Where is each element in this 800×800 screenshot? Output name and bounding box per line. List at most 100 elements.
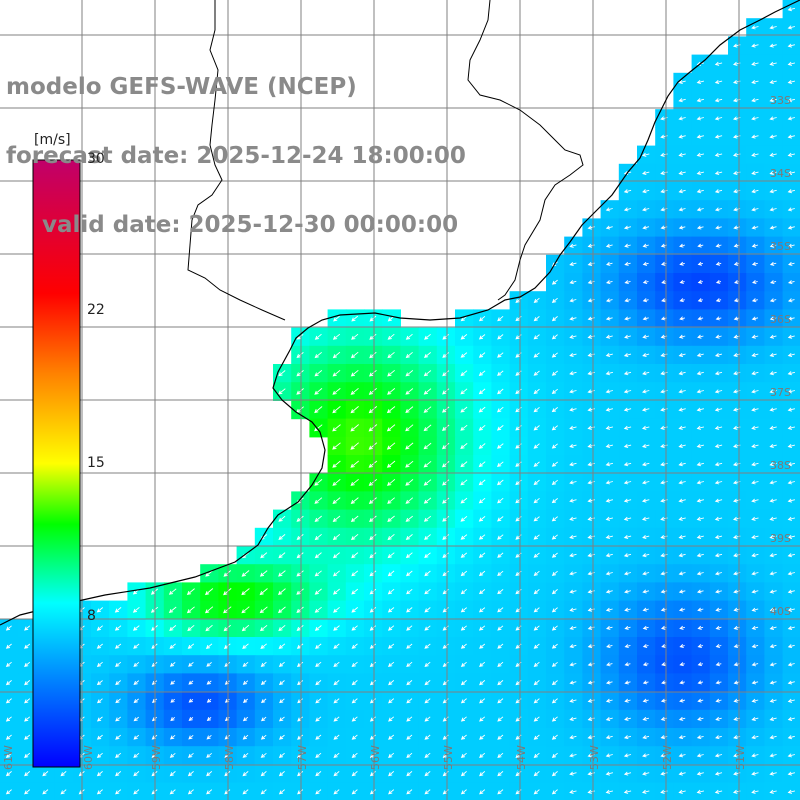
wind-arrow: [679, 625, 686, 630]
wind-arrow: [460, 716, 467, 722]
wind-arrow: [460, 534, 468, 540]
wind-arrow: [751, 225, 759, 230]
wind-arrow: [497, 534, 504, 540]
wind-arrow: [187, 789, 194, 795]
wind-arrow: [605, 243, 613, 248]
wind-arrow: [442, 352, 450, 358]
wind-arrow: [697, 662, 704, 667]
wind-arrow: [242, 789, 249, 795]
wind-arrow: [769, 644, 777, 649]
wind-arrow: [478, 570, 486, 577]
wind-arrow: [533, 443, 540, 449]
wind-arrow: [278, 570, 286, 577]
wind-arrow: [787, 753, 796, 758]
wind-arrow: [714, 152, 723, 157]
wind-arrow: [406, 789, 413, 795]
wind-arrow: [368, 387, 377, 395]
wind-arrow: [460, 352, 468, 358]
wind-arrow: [751, 753, 759, 758]
wind-arrow: [714, 789, 723, 794]
wind-arrow: [551, 643, 558, 649]
wind-arrow: [678, 170, 686, 176]
wind-arrow: [642, 662, 649, 667]
wind-arrow: [350, 351, 359, 359]
wind-arrow: [478, 370, 486, 377]
wind-arrow: [133, 661, 140, 667]
wind-arrow: [368, 369, 377, 377]
wind-arrow: [587, 735, 595, 740]
wind-arrow: [314, 588, 322, 595]
wind-arrow: [569, 680, 577, 685]
wind-arrow: [206, 752, 212, 758]
wind-arrow: [24, 734, 31, 740]
wind-arrow: [787, 534, 796, 540]
wind-arrow: [769, 480, 777, 485]
wind-arrow: [478, 625, 486, 631]
wind-arrow: [405, 570, 413, 577]
wind-arrow: [260, 552, 268, 559]
wind-arrow: [241, 624, 250, 632]
wind-arrow: [206, 680, 212, 685]
wind-arrow: [715, 298, 722, 303]
wind-arrow: [605, 571, 613, 576]
wind-arrow: [751, 425, 759, 430]
wind-arrow: [405, 333, 413, 340]
wind-arrow: [278, 716, 285, 722]
wind-arrow: [551, 498, 558, 504]
wind-arrow: [442, 716, 449, 722]
wind-arrow: [277, 606, 286, 614]
colorbar-tick-8: 8: [87, 608, 96, 624]
longitude-label: 57W: [296, 745, 309, 770]
wind-arrow: [623, 189, 632, 194]
wind-arrow: [714, 134, 723, 139]
wind-arrow: [188, 662, 194, 667]
wind-arrow: [296, 661, 304, 667]
wind-arrow: [296, 570, 304, 577]
wind-arrow: [260, 789, 267, 795]
wind-arrow: [96, 734, 103, 740]
wind-arrow: [460, 424, 468, 431]
wind-arrow: [678, 207, 686, 212]
wind-arrow: [551, 716, 558, 722]
wind-arrow: [642, 534, 650, 540]
wind-arrow: [551, 534, 558, 540]
wind-arrow: [769, 334, 777, 339]
colorbar-tick-22: 22: [87, 302, 105, 318]
wind-arrow: [751, 61, 759, 66]
wind-arrow: [351, 698, 358, 704]
latitude-labels: 33S 34S 35S 36S 37S 38S 39S 40S: [770, 94, 791, 618]
wind-arrow: [551, 570, 558, 577]
wind-arrow: [679, 698, 686, 703]
wind-arrow: [332, 442, 341, 450]
wind-arrow: [242, 734, 249, 740]
wind-arrow: [405, 552, 413, 559]
wind-arrow: [533, 497, 540, 504]
wind-arrow: [714, 498, 723, 503]
wind-arrow: [296, 643, 304, 649]
wind-arrow: [497, 388, 504, 395]
wind-arrow: [696, 534, 704, 540]
wind-arrow: [679, 279, 685, 284]
wind-arrow: [260, 771, 267, 777]
wind-arrow: [787, 152, 796, 157]
wind-arrow: [169, 771, 176, 777]
wind-arrow: [423, 497, 432, 504]
wind-arrow: [388, 716, 395, 722]
wind-arrow: [388, 771, 395, 777]
wind-arrow: [115, 680, 121, 686]
wind-arrow: [314, 424, 323, 432]
wind-arrow: [787, 25, 796, 30]
wind-arrow: [114, 643, 122, 649]
wind-arrow: [751, 771, 759, 776]
wind-arrow: [260, 698, 267, 704]
wind-arrow: [60, 771, 67, 777]
wind-arrow: [369, 789, 376, 795]
wind-arrow: [369, 515, 377, 522]
wind-arrow: [787, 698, 795, 703]
wind-arrow: [424, 680, 431, 686]
wind-arrow: [769, 553, 777, 558]
wind-arrow: [533, 643, 540, 649]
wind-arrow: [751, 152, 759, 157]
wind-arrow: [186, 588, 195, 596]
wind-arrow: [332, 388, 341, 395]
